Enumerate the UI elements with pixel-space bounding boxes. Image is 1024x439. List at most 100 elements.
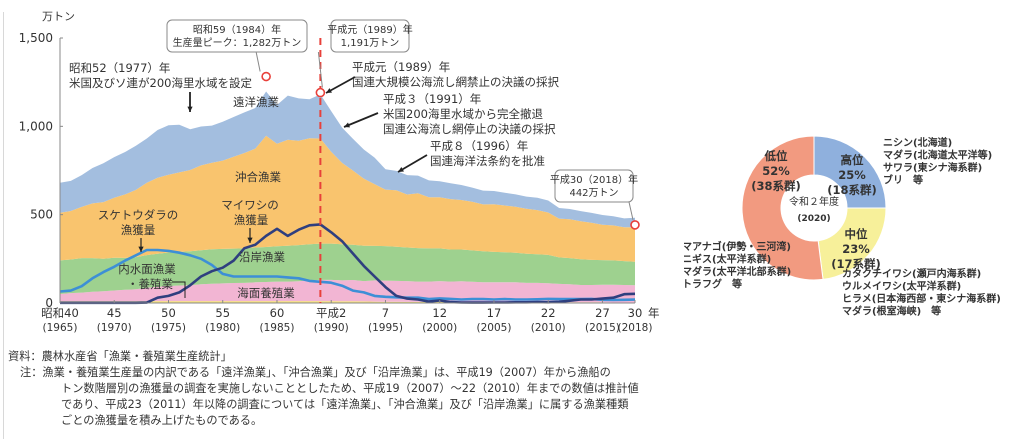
callout-1989-box [330,19,410,53]
h1-annotation-line1: 平成元（1989）年 [352,60,450,74]
label-sukeso-2: 漁獲量 [121,223,156,237]
x-tick-sublabel: (1975) [151,322,186,334]
arrow-h1 [325,76,356,94]
h3-annotation-line2: 米国200海里水域から完全撤退 [383,107,543,121]
donut-label-low-name: 低位 [764,149,788,163]
donut-label-high-name: 高位 [841,153,864,167]
y-tick-label: 1,500 [19,31,53,45]
x-tick-label: 27 [595,306,610,320]
label-naisuimen-1: 内水面漁業 [118,262,176,276]
examples-high-1: ニシン(北海道) [883,136,952,149]
arrow-sukeso-head [138,246,144,252]
area-enyo [60,91,635,228]
label-kaimen-yoshoku: 海面養殖業 [237,286,295,300]
note-line-2: トン数階層別の漁獲量の調査を実施しないこととしたため、平成19（2007）～22… [61,382,639,395]
species-lines [59,223,636,305]
x-tick-sublabel: (1980) [205,322,240,334]
x-tick-sublabel: (2015) [585,322,620,334]
callout-2018-box [554,169,634,203]
label-enyo-gyogyo: 遠洋漁業 [233,95,279,109]
x-tick-label: 17 [487,306,502,320]
h8-annotation-line1: 平成８（1996）年 [430,139,528,153]
arrow-s52-head [187,106,193,112]
donut-label-low-percent: 52% [762,164,790,178]
examples-mid-1: カタクチイワシ(瀬戸内海系群) [842,267,981,280]
x-tick-label: 22 [541,306,556,320]
s52-annotation-line1: 昭和52（1977）年 [69,61,170,75]
line-sukesodara [59,248,636,302]
donut-label-low-count: (38系群) [751,179,801,193]
line-maiwashi [60,223,636,305]
examples-low-3: マダラ(太平洋北部系群) [684,265,791,278]
x-tick-label: 12 [432,306,447,320]
donut-label-mid-name: 中位 [845,227,868,241]
arrow-h1-head [326,88,332,93]
y-tick-label: 0 [45,296,53,310]
x-tick-sublabel: (2018) [618,322,653,334]
fishery-production-area-chart: 万トン 0 500 1,000 1,500 昭和40 (1965) 45 (1970) 50 (19… [19,10,660,334]
callout-peak-1984-text-2: 生産量ピーク：1,282万トン [173,36,302,49]
x-tick-label: 7 [382,306,389,320]
x-tick-sublabel: (2010) [531,322,566,334]
x-tick-label: 平成2 [316,306,346,320]
y-tick-label: 1,000 [19,119,53,133]
donut-center-year: (2020) [797,214,830,224]
donut-center-label: 令和２年度 [789,195,839,208]
note-line-3: であり、平成23（2011）年以降の調査については「遠洋漁業」、「沖合漁業」及び… [61,398,629,411]
x-tick-label: 60 [270,306,285,320]
marker-1989 [315,87,326,98]
x-tick-sublabel: (2000) [422,322,457,334]
callout-peak-1984-box [166,19,308,53]
y-tick-label: 500 [30,208,53,222]
arrow-h8-head [398,167,404,172]
area-okiai [60,135,635,262]
x-tick-label: 50 [161,306,176,320]
label-okiai-gyogyo: 沖合漁業 [235,170,281,184]
bracket-naisuimen [172,281,186,298]
label-engan-gyogyo: 沿岸漁業 [239,250,285,264]
s52-annotation-line2: 米国及びソ連が200海里水域を設定 [69,76,252,90]
label-sukeso-1: スケトウダラの [98,208,179,222]
note-line-1: 注：漁業・養殖業生産量の内訳である「遠洋漁業」、「沖合漁業」及び「沿岸漁業」は、… [20,366,611,379]
marker-2018 [630,220,640,230]
examples-mid-4: マダラ(根室海峡) 等 [842,305,941,318]
label-maiwashi-1: マイワシの [221,198,279,212]
figure-frame [3,12,1022,439]
x-tick-label: 30 [628,306,643,320]
stacked-areas [60,91,635,303]
examples-mid-3: ヒラメ(日本海西部・東シナ海系群) [842,292,1001,305]
callout-2018-pointer [628,201,634,221]
callout-2018-text-2: 442万トン [569,188,618,199]
x-tick-label: 55 [215,306,230,320]
examples-low-1: マアナゴ(伊勢・三河湾) [684,240,791,253]
source-note: 資料：農林水産省「漁業・養殖業生産統計」 [8,350,232,363]
donut-slice-mid [817,207,887,280]
x-tick-sublabel: (1990) [314,322,349,334]
donut-label-mid-count: (17系群) [831,257,881,271]
donut-label-high-count: (18系群) [827,183,877,197]
area-engan [60,243,635,294]
area-kaimen-yoshoku [60,279,635,303]
callout-peak-1984-pointer [255,51,261,72]
label-naisuimen-2: ・養殖業 [127,277,173,291]
axes: 万トン 0 500 1,000 1,500 昭和40 (1965) 45 (1970) 50 (19… [19,10,660,334]
donut-label-mid-percent: 23% [842,242,870,256]
donut-slice-high [813,135,887,209]
arrow-h3 [343,112,379,128]
y-axis-unit-label: 万トン [42,10,75,23]
examples-high-2: マダラ(北海道太平洋等) [883,149,992,162]
x-tick-sublabel: (1970) [97,322,132,334]
x-tick-label: 昭和40 [41,306,79,320]
donut-label-high-percent: 25% [838,168,866,182]
arrow-maiwashi-head [247,237,253,243]
donut-slice-low [741,135,824,281]
examples-low-2: ニギス(太平洋系群) [684,253,771,266]
examples-mid-2: ウルメイワシ(太平洋系群) [842,280,961,293]
x-tick-sublabel: (2005) [477,322,512,334]
h1-annotation-line2: 国連大規模公海流し網禁止の決議の採択 [352,75,559,89]
x-tick-sublabel: (1985) [260,322,295,334]
x-axis-unit-label: 年 [648,306,660,320]
